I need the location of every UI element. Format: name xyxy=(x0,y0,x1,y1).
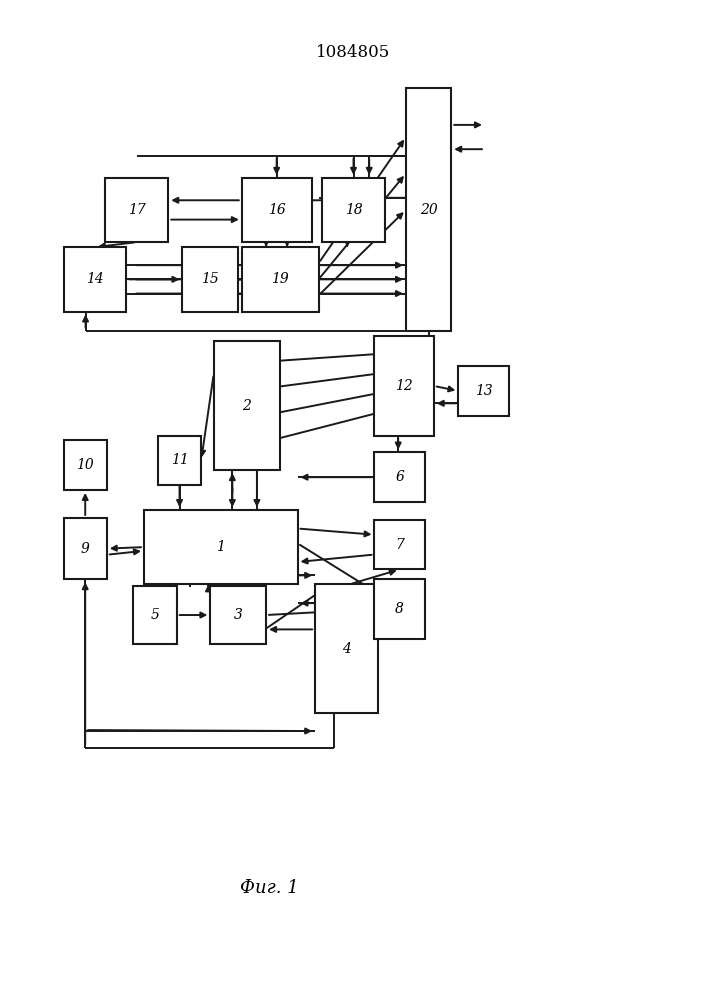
Text: 6: 6 xyxy=(395,470,404,484)
Bar xyxy=(182,247,238,312)
Text: Фиг. 1: Фиг. 1 xyxy=(240,879,299,897)
Bar xyxy=(375,452,425,502)
Text: 15: 15 xyxy=(201,272,219,286)
Bar xyxy=(375,579,425,639)
Text: 10: 10 xyxy=(76,458,94,472)
Bar xyxy=(105,178,168,242)
Text: 20: 20 xyxy=(420,203,438,217)
Text: 1084805: 1084805 xyxy=(316,44,391,61)
Text: 17: 17 xyxy=(128,203,146,217)
Text: 8: 8 xyxy=(395,602,404,616)
Bar xyxy=(375,336,434,436)
Bar xyxy=(375,520,425,569)
Text: 1: 1 xyxy=(216,540,226,554)
Bar xyxy=(214,341,280,470)
Text: 12: 12 xyxy=(395,379,413,393)
Text: 3: 3 xyxy=(234,608,243,622)
Text: 16: 16 xyxy=(268,203,286,217)
Bar xyxy=(134,586,177,644)
Text: 7: 7 xyxy=(395,538,404,552)
Bar xyxy=(144,510,298,584)
Text: 11: 11 xyxy=(170,453,188,467)
Text: 13: 13 xyxy=(474,384,492,398)
Bar xyxy=(315,584,378,713)
Bar xyxy=(64,440,107,490)
Bar xyxy=(158,436,201,485)
Text: 14: 14 xyxy=(86,272,104,286)
Bar xyxy=(210,586,266,644)
Text: 18: 18 xyxy=(344,203,363,217)
Bar xyxy=(64,518,107,579)
Text: 19: 19 xyxy=(271,272,289,286)
Bar xyxy=(458,366,508,416)
Bar xyxy=(406,88,451,331)
Text: 4: 4 xyxy=(342,642,351,656)
Bar xyxy=(322,178,385,242)
Bar xyxy=(242,178,312,242)
Text: 9: 9 xyxy=(81,542,90,556)
Text: 5: 5 xyxy=(151,608,160,622)
Text: 2: 2 xyxy=(243,399,252,413)
Bar xyxy=(242,247,319,312)
Bar xyxy=(64,247,127,312)
